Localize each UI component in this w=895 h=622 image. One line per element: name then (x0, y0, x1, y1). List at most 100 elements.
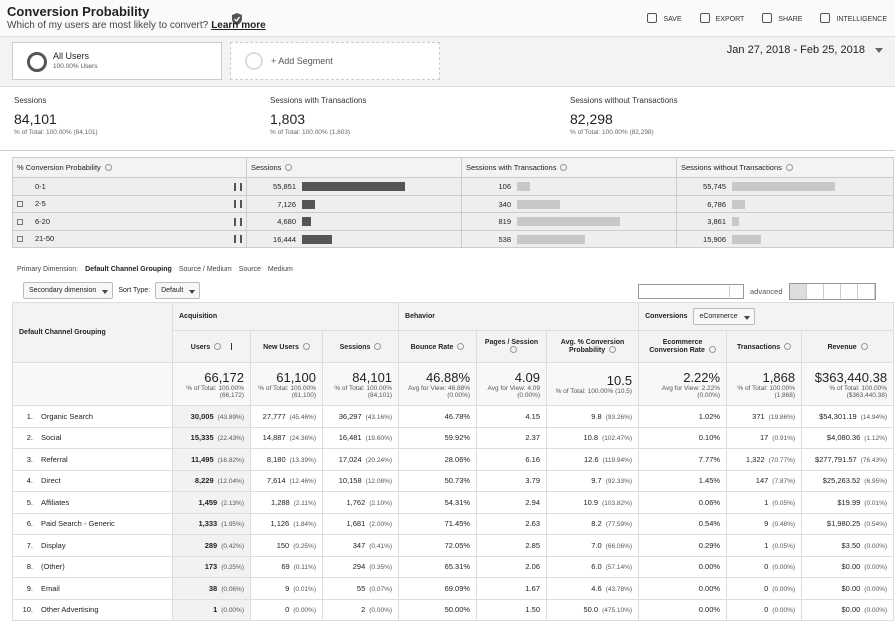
metric-cell: 69.09% (398, 577, 478, 600)
table-row: 1. Organic Search 30,005 (43.89%) 27,777 (45.… (12, 405, 895, 428)
metric-cell: 2.94 (476, 491, 548, 514)
metric-share: (6.95%) (864, 478, 888, 486)
view-pivot[interactable] (858, 284, 875, 299)
channel-name[interactable]: Referral (41, 454, 68, 464)
metric-share: (0.00%) (864, 585, 888, 593)
metric-cell: 0.29% (638, 534, 728, 557)
action-button[interactable]: SAVE (647, 13, 681, 23)
row-label: 0-1 (35, 181, 46, 191)
metric-value: 2.06 (525, 562, 541, 572)
column-header[interactable]: New Users (250, 330, 323, 363)
channel-name[interactable]: Email (41, 583, 60, 593)
dimension-option[interactable]: Medium (267, 266, 293, 273)
pivot-icon[interactable] (234, 217, 242, 226)
pivot-icon[interactable] (234, 200, 242, 209)
row-index: 7. (26, 540, 33, 550)
metric-share: (2.00%) (369, 521, 393, 529)
channel-name[interactable]: Organic Search (41, 411, 94, 421)
view-compare[interactable] (841, 284, 858, 299)
expand-icon[interactable] (17, 201, 23, 208)
channel-name[interactable]: Display (41, 540, 66, 550)
row-index: 6. (26, 519, 33, 529)
advanced-link[interactable]: advanced (750, 287, 783, 296)
metric-cell: 6.0 (57.14%) (546, 555, 640, 578)
metric-cell: $0.00 (0.00%) (801, 598, 895, 621)
column-name: Users (190, 343, 211, 351)
expand-icon[interactable] (17, 236, 23, 243)
segment[interactable]: All Users 100.00% Users (12, 42, 222, 80)
channel-name[interactable]: Affiliates (41, 497, 70, 507)
column-header[interactable]: Users (172, 330, 251, 363)
dimension-option[interactable]: Source (238, 266, 261, 273)
column-header[interactable]: Sessions (246, 157, 462, 178)
search-box[interactable] (638, 284, 744, 299)
table-row: 9. Email 38 (0.06%) 9 (0.01%) 55 (0.07%) 69.09% 1… (12, 577, 895, 600)
column-header[interactable]: Transactions (726, 330, 803, 363)
column-header[interactable]: Bounce Rate (398, 330, 478, 363)
metric-cell: 50.00% (398, 598, 478, 621)
group-selector[interactable]: eCommerce (693, 308, 755, 325)
add-segment[interactable]: + Add Segment (230, 42, 440, 80)
action-button[interactable]: INTELLIGENCE (820, 13, 887, 23)
column-header[interactable]: Pages / Session (476, 330, 548, 363)
table-row: 4. Direct 8,229 (12.04%) 7,614 (12.46%) 10,158… (12, 469, 895, 492)
channel-name[interactable]: Paid Search - Generic (41, 519, 115, 529)
metric-value: 9.8 (591, 411, 602, 421)
channel-name[interactable]: (Other) (41, 562, 65, 572)
divider (0, 150, 895, 151)
metric-value: 4.15 (525, 411, 541, 421)
row-index: 8. (26, 562, 33, 572)
row-label: 6-20 (35, 216, 51, 226)
total-cell: 1,868% of Total: 100.00% (1,868) (726, 362, 803, 406)
column-header[interactable]: Ecommerce Conversion Rate (638, 330, 728, 363)
metric-share: (12.04%) (217, 478, 244, 486)
column-header[interactable]: Sessions without Transactions (676, 157, 894, 178)
metric-value: 69 (281, 562, 290, 572)
learn-more-link[interactable]: Learn more (211, 20, 266, 31)
metric-cell: $4,080.36 (1.12%) (801, 426, 895, 449)
channel-cell: 5. Affiliates (12, 491, 173, 514)
column-header[interactable]: Avg. % Conversion Probability (546, 330, 640, 363)
column-header[interactable]: % Conversion Probability (12, 157, 247, 178)
view-bars[interactable] (824, 284, 841, 299)
sort-type[interactable]: Default (155, 282, 201, 299)
channel-name[interactable]: Other Advertising (41, 605, 99, 615)
column-header[interactable]: Revenue (801, 330, 895, 363)
dimension-option[interactable]: Default Channel Grouping (85, 266, 172, 273)
metric-value: 17 (759, 433, 769, 443)
scorecard-detail: % of Total: 100.00% (84,101) (14, 129, 98, 136)
metric-cell: 38 (0.06%) (172, 577, 251, 600)
pivot-icon[interactable] (234, 182, 242, 191)
view-table[interactable] (790, 284, 807, 299)
value-label: 7,126 (277, 199, 296, 209)
help-icon (302, 342, 310, 350)
help-icon (510, 346, 518, 353)
help-icon (784, 342, 792, 350)
dimension-option[interactable]: Source / Medium (178, 266, 232, 273)
metric-value: 71.45% (444, 519, 471, 529)
channel-name[interactable]: Social (41, 433, 62, 443)
metric-share: (1.95%) (221, 521, 244, 529)
pivot-icon[interactable] (234, 235, 242, 244)
action-button[interactable]: SHARE (762, 13, 802, 23)
date-range[interactable]: Jan 27, 2018 - Feb 25, 2018 (726, 44, 884, 56)
table-row: 7. Display 289 (0.42%) 150 (0.25%) 347 (0.41%) 7… (12, 534, 895, 557)
column-header[interactable]: Sessions with Transactions (461, 157, 677, 178)
metric-value: 1,288 (270, 497, 290, 507)
total-value: $363,440.38 (814, 369, 888, 385)
secondary-dimension[interactable]: Secondary dimension (23, 282, 114, 299)
metric-cell: 2.06 (476, 555, 548, 578)
expand-icon[interactable] (17, 218, 23, 225)
channel-name[interactable]: Direct (41, 476, 61, 486)
metric-value: $0.00 (841, 583, 861, 593)
column-header[interactable]: Sessions (321, 330, 400, 363)
segment-name: All Users (53, 51, 90, 61)
metric-value: 2.94 (525, 497, 541, 507)
action-button[interactable]: EXPORT (700, 13, 745, 23)
channel-cell: 4. Direct (12, 469, 173, 492)
group-header: Behavior (398, 302, 640, 331)
metric-cell: 50.0 (475.10%) (546, 598, 640, 621)
view-pie[interactable] (807, 284, 824, 299)
sort-arrow (231, 342, 233, 350)
